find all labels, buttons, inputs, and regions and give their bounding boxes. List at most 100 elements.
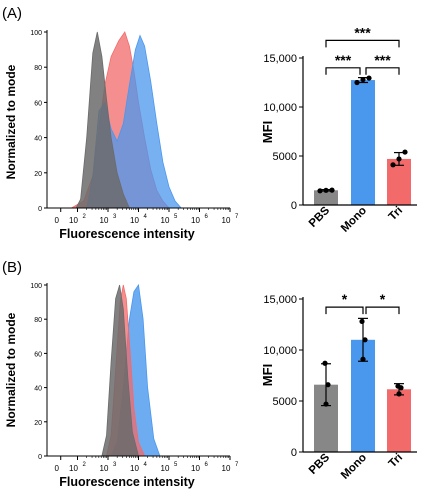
bar-ytick-label: 10,000 [263, 102, 297, 114]
histogram-ytick-label: 20 [34, 420, 42, 427]
histogram-xtick-label: 10 [100, 216, 109, 225]
bar-ytick-label: 0 [291, 200, 297, 212]
histogram-curve-2 [75, 31, 131, 209]
data-point [360, 356, 366, 362]
histogram-xtick-exponent: 2 [83, 214, 87, 220]
category-label: Mono [339, 205, 369, 235]
significance-bracket [325, 67, 361, 75]
histogram-ytick-label: 0 [38, 454, 42, 461]
histogram-ytick-label: 40 [34, 136, 42, 143]
histogram-b: Normalized to mode Fluorescence intensit… [4, 283, 239, 489]
panel-a: (A) Normalized to mode Fluorescence inte… [2, 5, 417, 241]
data-point [354, 79, 360, 86]
histogram-ytick-label: 40 [34, 386, 42, 393]
histogram-xtick-label: 10 [130, 464, 139, 473]
histogram-xtick-label: 10 [69, 464, 78, 473]
histogram-xtick-exponent: 2 [83, 462, 87, 468]
data-point [396, 391, 402, 397]
category-label: PBS [307, 451, 332, 476]
histogram-a: Normalized to mode Fluorescence intensit… [4, 30, 239, 241]
data-point [323, 187, 329, 193]
histogram-xtick-label: 0 [54, 464, 59, 473]
significance-bracket [365, 67, 400, 75]
histogram-a-ylabel: Normalized to mode [4, 64, 18, 179]
histogram-ytick-label: 80 [34, 317, 42, 324]
histogram-b-ylabel: Normalized to mode [4, 312, 18, 427]
histogram-ytick-label: 60 [34, 100, 42, 107]
histogram-xtick-label: 0 [54, 216, 59, 225]
bar-ytick-label: 10,000 [263, 345, 297, 357]
histogram-xtick-exponent: 3 [113, 214, 117, 220]
significance-label: *** [374, 52, 391, 68]
histogram-xtick-label: 10 [161, 464, 170, 473]
histogram-xtick-label: 10 [191, 464, 200, 473]
histogram-xtick-label: 10 [161, 216, 170, 225]
data-point [359, 318, 365, 325]
data-point [402, 149, 408, 155]
data-point [366, 75, 372, 81]
histogram-xtick-exponent: 4 [144, 214, 148, 220]
bar-chart-a-ylabel: MFI [260, 121, 275, 143]
histogram-xtick-label: 10 [191, 216, 200, 225]
bar-chart-b: MFI PBS Mono Tri 0 5000 10,000 15,000 * * [260, 291, 417, 482]
histogram-ytick-label: 0 [38, 206, 42, 213]
bar-pbs [314, 190, 338, 205]
bar-ytick-label: 15,000 [263, 53, 297, 65]
histogram-xtick-exponent: 5 [174, 214, 178, 220]
category-label: PBS [307, 204, 332, 229]
histogram-xtick-exponent: 5 [174, 462, 178, 468]
histogram-xtick-label: 10 [69, 216, 78, 225]
histogram-ytick-label: 60 [34, 351, 42, 358]
histogram-xtick-label: 10 [222, 464, 231, 473]
significance-bracket [325, 39, 400, 48]
histogram-xtick-label: 10 [130, 216, 139, 225]
significance-label: *** [335, 52, 352, 68]
data-point [390, 162, 396, 168]
panel-b: (B) Normalized to mode Fluorescence inte… [2, 259, 417, 489]
panel-b-label: (B) [2, 259, 22, 276]
category-label: Mono [339, 452, 369, 482]
bar-ytick-label: 5000 [273, 151, 297, 163]
histogram-xtick-exponent: 6 [205, 462, 209, 468]
bar-tri [387, 158, 411, 205]
histogram-b-xlabel: Fluorescence intensity [59, 475, 195, 489]
significance-label: * [380, 291, 386, 307]
histogram-ytick-label: 20 [34, 171, 42, 178]
significance-label: * [342, 291, 348, 307]
bar-ytick-label: 0 [291, 447, 297, 459]
bar-ytick-label: 5000 [273, 396, 297, 408]
histogram-a-xlabel: Fluorescence intensity [59, 227, 195, 241]
panel-a-label: (A) [2, 5, 22, 22]
histogram-curve-2 [101, 284, 140, 457]
data-point [317, 188, 323, 194]
histogram-xtick-exponent: 7 [235, 214, 239, 220]
histogram-ytick-label: 100 [30, 283, 42, 290]
bar-ytick-label: 15,000 [263, 294, 297, 306]
histogram-ytick-label: 100 [30, 30, 42, 37]
histogram-xtick-exponent: 3 [113, 462, 117, 468]
histogram-xtick-label: 10 [100, 464, 109, 473]
bar-chart-b-ylabel: MFI [260, 364, 275, 386]
data-point [395, 383, 401, 389]
data-point [323, 401, 329, 407]
significance-label: *** [354, 24, 371, 40]
histogram-ytick-label: 80 [34, 65, 42, 72]
histogram-xtick-exponent: 6 [205, 214, 209, 220]
histogram-xtick-label: 10 [222, 216, 231, 225]
bar-mono [351, 80, 375, 205]
data-point [362, 337, 368, 343]
data-point [329, 187, 335, 193]
data-point [322, 360, 328, 366]
bar-tri [387, 389, 411, 452]
histogram-xtick-exponent: 7 [235, 462, 239, 468]
category-label: Tri [387, 452, 405, 470]
data-point [325, 382, 331, 388]
category-label: Tri [387, 205, 405, 223]
data-point [396, 156, 402, 162]
data-point [360, 76, 366, 83]
significance-bracket [325, 306, 364, 315]
significance-bracket [365, 306, 400, 315]
histogram-xtick-exponent: 4 [144, 462, 148, 468]
